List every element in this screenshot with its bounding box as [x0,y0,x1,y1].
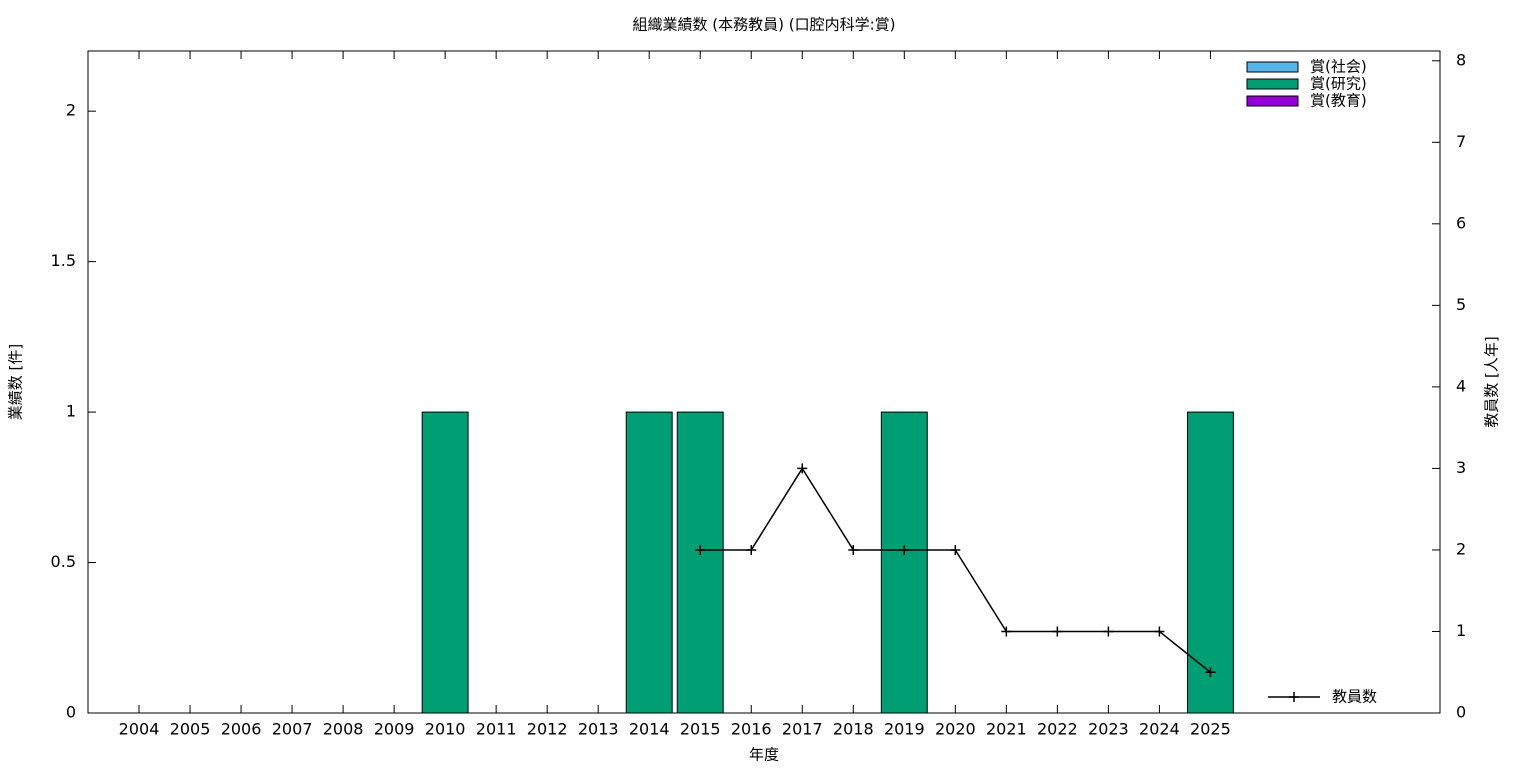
x-tick-label: 2004 [119,720,160,739]
point [1205,667,1216,678]
point [950,544,961,555]
x-tick-label: 2016 [731,720,772,739]
legend-label: 賞(研究) [1310,75,1367,93]
point [746,544,757,555]
plot-frame [87,50,1441,714]
point [1103,626,1114,637]
x-tick-label: 2007 [272,720,313,739]
y2-tick-label: 5 [1456,295,1466,314]
x-tick-label: 2024 [1139,720,1180,739]
legend-swatch [1246,78,1299,90]
x-tick-label: 2010 [425,720,466,739]
point [899,544,910,555]
x-tick-label: 2009 [374,720,415,739]
x-tick-label: 2019 [884,720,925,739]
y2-tick-label: 7 [1456,132,1466,151]
x-tick-label: 2021 [986,720,1027,739]
x-tick-label: 2005 [170,720,211,739]
y2-tick-label: 8 [1456,50,1466,69]
y2-axis-label: 教員数 [人年] [1483,336,1501,427]
point [1052,626,1063,637]
y-tick-label: 1.5 [51,251,76,270]
x-tick-label: 2023 [1088,720,1129,739]
x-tick-label: 2015 [680,720,721,739]
bar [421,411,469,714]
x-tick-label: 2020 [935,720,976,739]
y-tick-label: 2 [66,101,76,120]
x-tick-label: 2018 [833,720,874,739]
y2-tick-label: 1 [1456,621,1466,640]
x-tick-label: 2011 [476,720,517,739]
legend-swatch [1246,61,1299,73]
y2-tick-label: 4 [1456,376,1466,395]
bar [880,411,928,714]
y-tick-label: 0 [66,703,76,722]
point [797,463,808,474]
line [700,467,1211,673]
y2-tick-label: 6 [1456,213,1466,232]
point [1001,626,1012,637]
point [1154,626,1165,637]
x-axis-label: 年度 [749,746,779,764]
point [848,544,859,555]
chart-title: 組織業績数 (本務教員) (口腔内科学:賞) [633,16,896,34]
x-tick-label: 2012 [527,720,568,739]
x-tick-label: 2006 [221,720,262,739]
legend-label: 賞(社会) [1310,58,1367,76]
legend-swatch [1246,95,1299,107]
y2-tick-label: 0 [1456,703,1466,722]
legend-label: 教員数 [1332,688,1377,706]
y2-tick-label: 3 [1456,458,1466,477]
bar [625,411,673,714]
x-tick-label: 2025 [1190,720,1231,739]
x-tick-label: 2008 [323,720,364,739]
legend-point [1289,692,1299,702]
bar [676,411,724,714]
y-tick-label: 0.5 [51,552,76,571]
x-tick-label: 2014 [629,720,670,739]
bar [1186,411,1234,714]
x-tick-label: 2017 [782,720,823,739]
point [695,544,706,555]
y-tick-label: 1 [66,402,76,421]
y-axis-label: 業績数 [件] [7,344,25,420]
legend-label: 賞(教育) [1310,92,1367,110]
x-tick-label: 2022 [1037,720,1078,739]
y2-tick-label: 2 [1456,539,1466,558]
x-tick-label: 2013 [578,720,619,739]
